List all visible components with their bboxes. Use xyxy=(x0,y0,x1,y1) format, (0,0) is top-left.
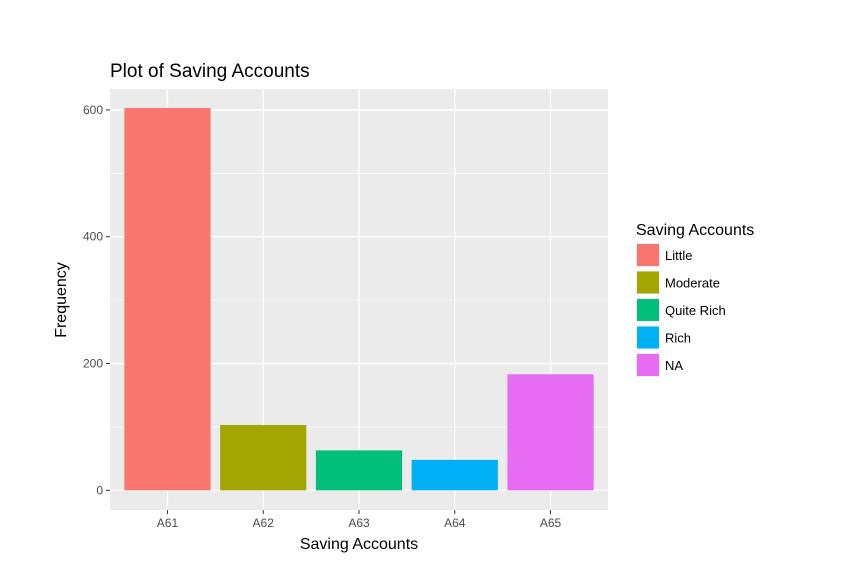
x-tick-label: A65 xyxy=(540,516,562,530)
legend-label: NA xyxy=(665,358,683,373)
x-tick-label: A62 xyxy=(253,516,275,530)
x-tick-label: A61 xyxy=(157,516,179,530)
legend-swatch xyxy=(637,271,659,294)
legend: Saving Accounts Little Moderate Quite Rich… xyxy=(636,222,754,377)
y-tick-label: 400 xyxy=(83,230,103,244)
x-tick-label: A63 xyxy=(348,516,370,530)
x-axis-title: Saving Accounts xyxy=(300,536,418,553)
y-tick-label: 200 xyxy=(83,357,103,371)
y-axis-title: Frequency xyxy=(53,262,70,338)
bar-a62 xyxy=(220,425,307,491)
legend-title: Saving Accounts xyxy=(636,222,754,239)
x-tick-label: A64 xyxy=(444,516,466,530)
legend-swatch xyxy=(637,299,659,321)
chart-title: Plot of Saving Accounts xyxy=(110,61,310,82)
legend-swatch xyxy=(637,326,659,349)
y-axis: 0 200 400 600 xyxy=(83,103,110,497)
legend-label: Moderate xyxy=(665,276,720,291)
legend-swatch xyxy=(637,244,659,266)
x-axis: A61 A62 A63 A64 A65 xyxy=(157,510,562,530)
bar-a61 xyxy=(124,108,211,491)
bars xyxy=(124,108,594,491)
y-tick-label: 0 xyxy=(96,483,103,497)
bar-a65 xyxy=(507,374,594,491)
legend-label: Little xyxy=(665,248,692,263)
y-tick-label: 600 xyxy=(83,103,103,117)
legend-label: Quite Rich xyxy=(665,303,726,318)
bar-a63 xyxy=(315,450,403,491)
legend-label: Rich xyxy=(665,331,691,346)
bar-a64 xyxy=(411,459,498,491)
legend-swatch xyxy=(637,354,659,376)
